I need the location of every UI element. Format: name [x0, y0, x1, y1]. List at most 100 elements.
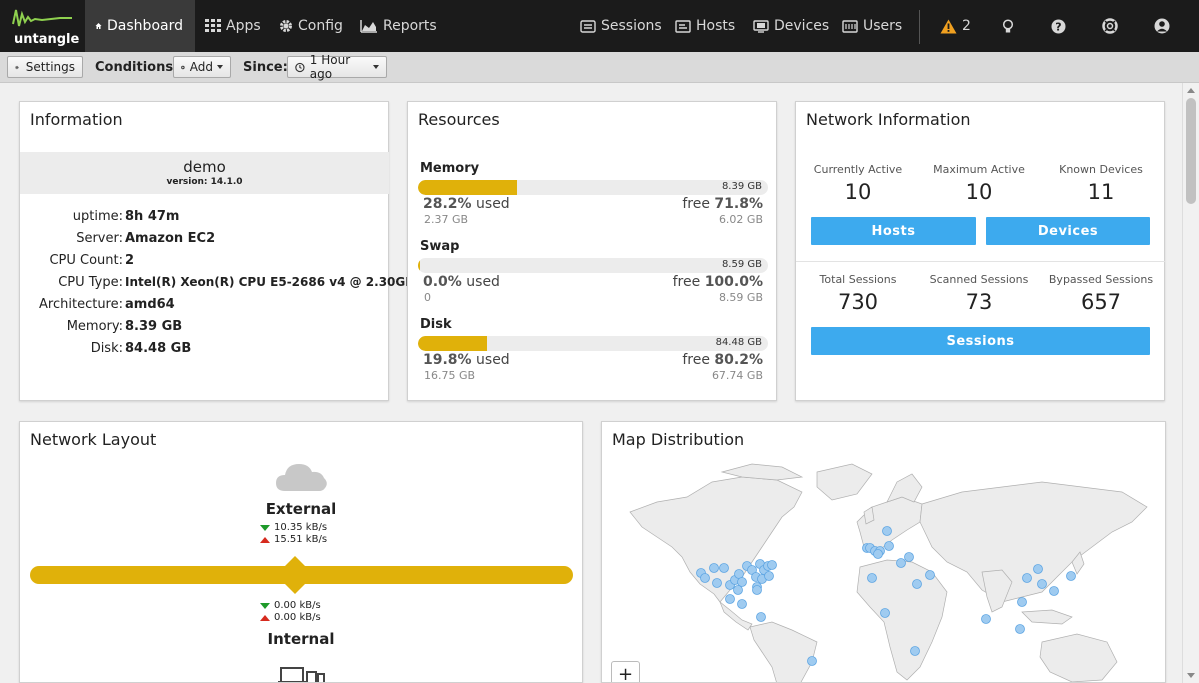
- chevron-down-icon: [373, 65, 379, 69]
- internal-label: Internal: [267, 630, 335, 648]
- alerts-button[interactable]: 2: [940, 0, 971, 52]
- info-key: uptime:: [72, 209, 123, 224]
- free-word: free: [682, 352, 710, 368]
- info-value: 8h 47m: [125, 209, 180, 224]
- alerts-count: 2: [962, 18, 971, 34]
- stat-label: Maximum Active: [933, 163, 1025, 176]
- map-distribution-widget: Map Distribution: [601, 421, 1166, 683]
- vertical-scrollbar[interactable]: [1182, 83, 1199, 683]
- grid-icon: [205, 19, 221, 32]
- info-key: Architecture:: [39, 297, 123, 312]
- nav-users-label: Users: [863, 18, 903, 34]
- scroll-down-icon[interactable]: [1187, 673, 1195, 678]
- plus-circle-icon: [181, 65, 185, 69]
- rate-value: 0.00 kB/s: [274, 612, 321, 623]
- network-bus-bar: [30, 566, 573, 584]
- info-key: CPU Count:: [49, 253, 123, 268]
- chevron-down-icon: [217, 65, 223, 69]
- info-value: Intel(R) Xeon(R) CPU E5-2686 v4 @ 2.30GH…: [125, 275, 423, 289]
- devices-icon[interactable]: [278, 662, 326, 683]
- nav-dashboard-label: Dashboard: [107, 18, 183, 34]
- info-row-memory: Memory: 8.39 GB: [20, 319, 389, 339]
- gear-icon: [280, 20, 292, 32]
- memory-usage-bar: 8.39 GB: [418, 180, 768, 195]
- untangle-logo[interactable]: untangle: [0, 0, 85, 52]
- scanned-sessions-stat: Scanned Sessions 73: [919, 273, 1039, 314]
- clock-icon: [295, 62, 305, 72]
- since-value: 1 Hour ago: [309, 53, 351, 81]
- nav-users[interactable]: Users: [842, 0, 902, 52]
- sessions-button[interactable]: Sessions: [811, 327, 1150, 355]
- world-map[interactable]: [602, 452, 1166, 683]
- nav-reports[interactable]: Reports: [360, 0, 437, 52]
- nav-config[interactable]: Config: [279, 0, 343, 52]
- account-button[interactable]: [1154, 0, 1175, 52]
- since-dropdown[interactable]: 1 Hour ago: [287, 53, 387, 81]
- stat-label: Currently Active: [813, 163, 903, 176]
- free-percent: 80.2%: [714, 352, 763, 368]
- used-percent: 19.8%: [423, 352, 472, 368]
- used-word: used: [476, 196, 510, 212]
- nav-devices[interactable]: Devices: [753, 0, 829, 52]
- nav-devices-label: Devices: [774, 18, 830, 34]
- hosts-button[interactable]: Hosts: [811, 217, 976, 245]
- divider: [796, 261, 1165, 262]
- nav-sessions[interactable]: Sessions: [580, 0, 662, 52]
- arrow-up-icon: [260, 614, 270, 621]
- total-sessions-stat: Total Sessions 730: [798, 273, 918, 314]
- info-key: CPU Type:: [58, 275, 123, 290]
- resource-total: 8.39 GB: [721, 181, 762, 192]
- arrow-down-icon: [260, 524, 270, 531]
- resource-total: 8.59 GB: [721, 259, 762, 270]
- stat-value: 657: [1080, 290, 1122, 314]
- host-location-markers: [696, 526, 1076, 666]
- stat-value: 10: [844, 180, 872, 204]
- area-chart-icon: [360, 20, 377, 33]
- nav-dashboard[interactable]: Dashboard: [85, 0, 195, 52]
- used-amount: 2.37 GB: [424, 213, 469, 226]
- stat-value: 10: [965, 180, 993, 204]
- arrow-up-icon: [260, 536, 270, 543]
- support-button[interactable]: [1102, 0, 1123, 52]
- information-widget: Information demo version: 14.1.0 uptime:…: [19, 101, 422, 401]
- free-percent: 71.8%: [714, 196, 763, 212]
- stat-label: Total Sessions: [819, 273, 897, 286]
- brand-name: untangle: [14, 32, 80, 47]
- resource-free: free 100.0%: [673, 274, 763, 290]
- rate-value: 0.00 kB/s: [274, 600, 321, 611]
- gear-icon: [15, 65, 19, 69]
- stat-value: 730: [837, 290, 879, 314]
- devices-button[interactable]: Devices: [986, 217, 1150, 245]
- warning-icon: [940, 19, 957, 33]
- network-layout-widget: Network Layout External 10.35 kB/s 15.51…: [19, 421, 583, 683]
- external-upload-rate: 15.51 kB/s: [260, 534, 327, 545]
- external-download-rate: 10.35 kB/s: [260, 522, 327, 533]
- nav-apps-label: Apps: [226, 18, 261, 34]
- swap-usage-bar: 8.59 GB: [418, 258, 768, 273]
- maximum-active-stat: Maximum Active 10: [919, 163, 1039, 204]
- settings-button[interactable]: Settings: [7, 56, 83, 78]
- stat-value: 73: [965, 290, 993, 314]
- used-amount: 0: [424, 291, 431, 304]
- free-word: free: [682, 196, 710, 212]
- resource-total: 84.48 GB: [715, 337, 762, 348]
- tips-button[interactable]: [1002, 0, 1019, 52]
- resource-name: Memory: [420, 161, 480, 176]
- lightbulb-icon: [1002, 18, 1014, 32]
- used-word: used: [466, 274, 500, 290]
- widget-title: Network Layout: [30, 430, 157, 449]
- scroll-up-icon[interactable]: [1187, 88, 1195, 93]
- nav-hosts[interactable]: Hosts: [675, 0, 735, 52]
- nav-config-label: Config: [298, 18, 343, 34]
- bypassed-sessions-stat: Bypassed Sessions 657: [1041, 273, 1161, 314]
- rate-value: 10.35 kB/s: [274, 522, 328, 533]
- nav-apps[interactable]: Apps: [205, 0, 261, 52]
- widget-title: Network Information: [806, 110, 971, 129]
- zoom-in-button[interactable]: +: [611, 661, 640, 682]
- add-condition-button[interactable]: Add: [173, 56, 231, 78]
- currently-active-stat: Currently Active 10: [798, 163, 918, 204]
- free-word: free: [672, 274, 701, 290]
- nav-hosts-label: Hosts: [696, 18, 736, 34]
- help-button[interactable]: ?: [1051, 0, 1071, 52]
- scrollbar-thumb[interactable]: [1186, 98, 1196, 204]
